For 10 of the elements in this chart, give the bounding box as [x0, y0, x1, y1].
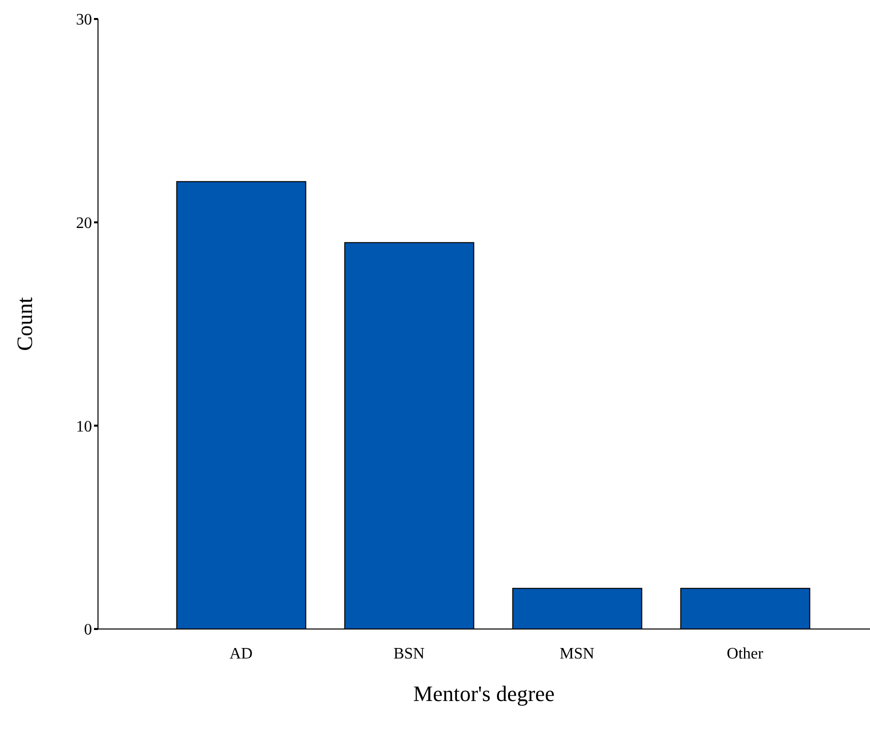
x-tick-label: Other: [726, 645, 764, 662]
x-tick-label: BSN: [393, 645, 426, 662]
y-axis-title: Count: [12, 297, 37, 351]
y-tick-label: 20: [76, 215, 92, 232]
x-axis-title: Mentor's degree: [413, 681, 555, 706]
x-tick-label: AD: [229, 645, 253, 662]
y-tick-label: 0: [84, 622, 92, 639]
y-tick-label: 30: [76, 12, 92, 29]
x-tick-label: MSN: [560, 645, 595, 662]
y-tick-label: 10: [76, 418, 92, 436]
